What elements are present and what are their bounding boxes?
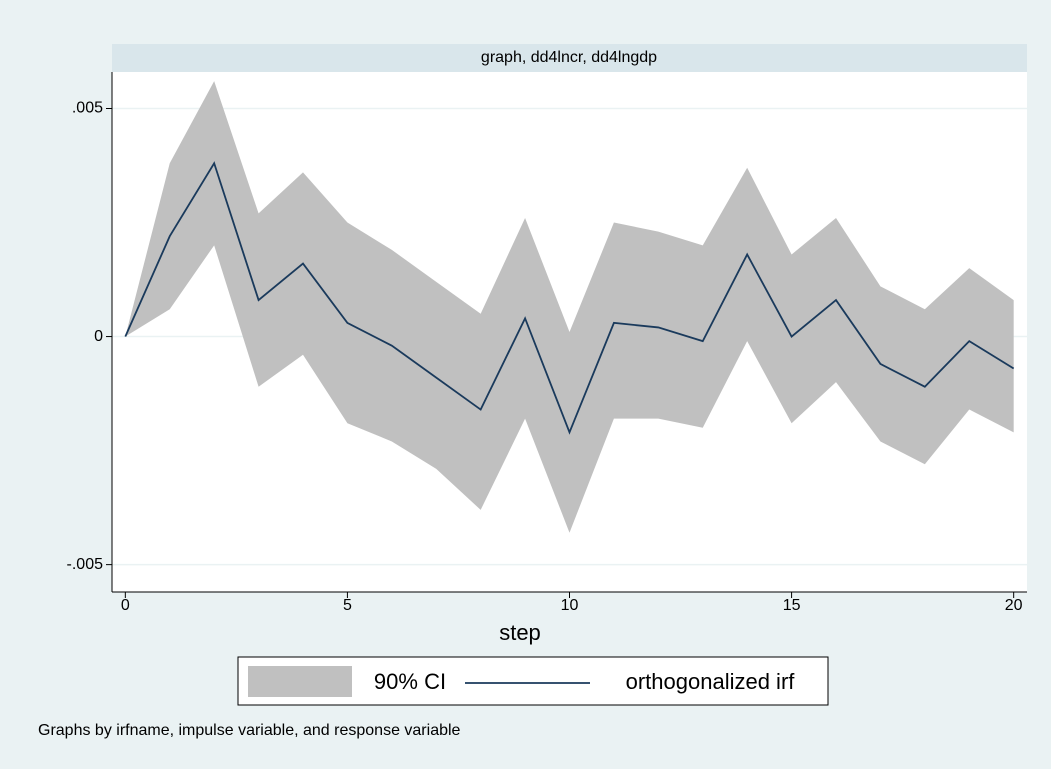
x-tick-label: 0: [121, 597, 130, 614]
y-tick-label: -.005: [67, 556, 104, 573]
legend-label: 90% CI: [374, 669, 446, 694]
x-tick-label: 15: [783, 597, 801, 614]
legend-label: orthogonalized irf: [626, 669, 796, 694]
x-axis-label: step: [499, 620, 541, 645]
legend-swatch: [248, 666, 352, 697]
x-tick-label: 20: [1005, 597, 1023, 614]
x-tick-label: 10: [561, 597, 579, 614]
ci-band: [125, 81, 1014, 533]
panel-title: graph, dd4lncr, dd4lngdp: [481, 49, 657, 66]
y-tick-label: .005: [72, 100, 103, 117]
y-tick-label: 0: [94, 328, 103, 345]
panel-header: [112, 44, 1027, 72]
x-tick-label: 5: [343, 597, 352, 614]
irf-line: [124, 161, 1015, 435]
note: Graphs by irfname, impulse variable, and…: [38, 722, 461, 739]
